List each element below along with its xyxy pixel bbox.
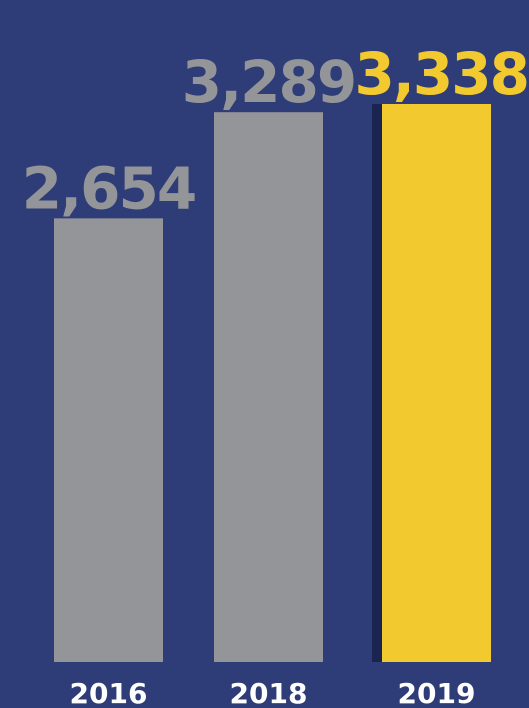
value-label-2018: 3,289 [182,48,355,116]
value-label-2016: 2,654 [22,154,195,222]
value-label-2019: 3,338 [355,40,528,108]
bars [54,104,491,662]
tick-label-2019: 2019 [398,677,476,708]
bar-2018 [214,112,323,662]
tick-label-2018: 2018 [230,677,308,708]
bar-2016 [54,218,163,662]
bar-2019 [382,104,491,662]
bar-shadows [372,104,382,662]
x-axis-tick-labels: 2016 2018 2019 [70,677,476,708]
value-labels: 2,654 3,289 3,338 [22,40,529,222]
tick-label-2016: 2016 [70,677,148,708]
bar-shadow-2019 [372,104,382,662]
